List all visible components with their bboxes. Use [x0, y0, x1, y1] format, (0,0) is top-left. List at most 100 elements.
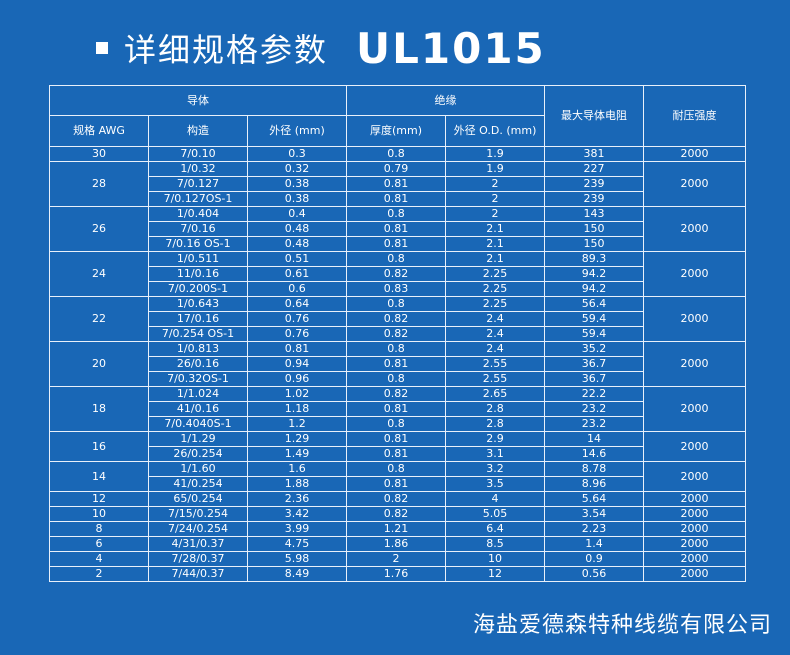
- insulation-od-cell: 2.1: [445, 236, 546, 252]
- model-title: UL1015: [356, 23, 546, 73]
- spec-table: 导体 绝缘 最大导体电阻 耐压强度 规格 AWG 构造 外径 (mm) 厚度(m…: [48, 85, 747, 582]
- voltage-cell: 2000: [643, 566, 747, 582]
- resistance-cell: 22.2: [544, 386, 645, 402]
- table-row: 20 1/0.813 0.81 0.8 2.4 35.2 2000: [49, 341, 747, 387]
- thickness-cell: 0.8: [346, 371, 447, 387]
- table-row: 22 1/0.643 0.64 0.8 2.25 56.4 2000: [49, 296, 747, 342]
- insulation-od-cell: 2.55: [445, 356, 546, 372]
- construction-cell: 7/15/0.254: [148, 506, 248, 522]
- insulation-od-cell: 2.55: [445, 371, 546, 387]
- construction-cell: 1/0.404: [148, 206, 248, 222]
- table-row: 41/0.254 1.88 0.81 3.5 8.96: [50, 476, 746, 492]
- conductor-od-cell: 3.99: [246, 521, 348, 537]
- thickness-cell: 0.81: [346, 431, 447, 447]
- table-row: 7/0.127 0.38 0.81 2 239: [50, 176, 746, 192]
- thickness-cell: 0.81: [346, 191, 447, 207]
- table-row: 7/0.4040S-1 1.2 0.8 2.8 23.2: [50, 416, 746, 432]
- construction-cell: 1/0.32: [148, 161, 248, 177]
- table-row: 7/0.200S-1 0.6 0.83 2.25 94.2: [50, 281, 746, 297]
- voltage-cell: 2000: [643, 506, 747, 522]
- company-name: 海盐爱德森特种线缆有限公司: [472, 613, 772, 638]
- spec-table-body: 30 7/0.10 0.3 0.8 1.9 381 2000 28 1/0.32 0.32 0.79…: [49, 146, 747, 582]
- thickness-cell: 0.83: [346, 281, 447, 297]
- thickness-cell: 0.8: [346, 461, 447, 477]
- awg-cell: 28: [49, 161, 149, 207]
- title-row: 详细规格参数 UL1015: [96, 20, 546, 76]
- insulation-od-cell: 2.9: [445, 431, 546, 447]
- voltage-cell: 2000: [643, 491, 747, 507]
- conductor-group-header: 导体: [48, 85, 348, 116]
- resistance-cell: 94.2: [544, 281, 645, 297]
- construction-cell: 26/0.16: [148, 356, 248, 372]
- construction-cell: 7/24/0.254: [148, 521, 248, 537]
- voltage-cell: 2000: [643, 521, 747, 537]
- table-row: 7/0.32OS-1 0.96 0.8 2.55 36.7: [50, 371, 746, 387]
- resistance-cell: 56.4: [544, 296, 645, 312]
- awg-cell: 8: [49, 521, 149, 537]
- insulation-od-cell: 4: [445, 491, 546, 507]
- table-row: 7/0.127OS-1 0.38 0.81 2 239: [50, 191, 746, 207]
- conductor-od-cell: 0.64: [246, 296, 348, 312]
- awg-cell: 30: [49, 146, 149, 162]
- insulation-od-cell: 2.1: [445, 251, 546, 267]
- thickness-cell: 0.81: [346, 401, 447, 417]
- insulation-od-cell: 1.9: [445, 146, 546, 162]
- conductor-od-cell: 5.98: [246, 551, 348, 567]
- thickness-cell: 0.82: [346, 266, 447, 282]
- thickness-cell: 0.8: [346, 341, 447, 357]
- construction-cell: 7/0.32OS-1: [148, 371, 248, 387]
- insulation-od-cell: 3.2: [445, 461, 546, 477]
- conductor-od-cell: 1.02: [246, 386, 348, 402]
- thickness-cell: 0.81: [346, 476, 447, 492]
- resistance-cell: 143: [544, 206, 645, 222]
- conductor-od-cell: 1.2: [246, 416, 348, 432]
- voltage-cell: 2000: [643, 161, 747, 207]
- thickness-cell: 0.81: [346, 221, 447, 237]
- insulation-od-cell: 3.5: [445, 476, 546, 492]
- thickness-cell: 0.79: [346, 161, 447, 177]
- thickness-cell: 0.82: [346, 506, 447, 522]
- voltage-cell: 2000: [643, 251, 747, 297]
- construction-cell: 7/28/0.37: [148, 551, 248, 567]
- voltage-cell: 2000: [643, 431, 747, 462]
- table-row: 18 1/1.024 1.02 0.82 2.65 22.2 2000: [49, 386, 747, 432]
- resistance-cell: 0.56: [544, 566, 645, 582]
- construction-cell: 1/1.024: [148, 386, 248, 402]
- construction-cell: 7/0.254 OS-1: [148, 326, 248, 342]
- resistance-cell: 89.3: [544, 251, 645, 267]
- conductor-od-cell: 0.38: [246, 191, 348, 207]
- thickness-cell: 0.8: [346, 206, 447, 222]
- conductor-od-cell: 0.3: [246, 146, 348, 162]
- resistance-cell: 150: [544, 236, 645, 252]
- resistance-cell: 36.7: [544, 371, 645, 387]
- conductor-od-cell: 0.48: [246, 221, 348, 237]
- conductor-od-cell: 0.6: [246, 281, 348, 297]
- thickness-cell: 0.8: [346, 296, 447, 312]
- construction-cell: 1/0.813: [148, 341, 248, 357]
- resistance-cell: 59.4: [544, 326, 645, 342]
- construction-cell: 7/44/0.37: [148, 566, 248, 582]
- table-row: 10 7/15/0.254 3.42 0.82 5.05 3.54 2000: [49, 506, 747, 522]
- awg-cell: 14: [49, 461, 149, 492]
- thickness-cell: 1.86: [346, 536, 447, 552]
- resistance-cell: 23.2: [544, 416, 645, 432]
- insulation-od-cell: 2.25: [445, 281, 546, 297]
- table-row: 7/0.16 0.48 0.81 2.1 150: [50, 221, 746, 237]
- conductor-od-cell: 1.6: [246, 461, 348, 477]
- resistance-cell: 381: [544, 146, 645, 162]
- thickness-cell: 0.81: [346, 236, 447, 252]
- construction-cell: 7/0.16 OS-1: [148, 236, 248, 252]
- resistance-cell: 35.2: [544, 341, 645, 357]
- thickness-cell: 0.82: [346, 386, 447, 402]
- thickness-cell: 0.82: [346, 326, 447, 342]
- table-row: 12 65/0.254 2.36 0.82 4 5.64 2000: [49, 491, 747, 507]
- voltage-cell: 2000: [643, 461, 747, 492]
- conductor-od-cell: 0.32: [246, 161, 348, 177]
- table-row: 26/0.16 0.94 0.81 2.55 36.7: [50, 356, 746, 372]
- construction-cell: 1/0.643: [148, 296, 248, 312]
- table-row: 28 1/0.32 0.32 0.79 1.9 227 2000: [49, 161, 747, 207]
- conductor-od-cell: 0.76: [246, 311, 348, 327]
- awg-cell: 10: [49, 506, 149, 522]
- awg-cell: 6: [49, 536, 149, 552]
- conductor-od-header: 外径 (mm): [246, 115, 348, 147]
